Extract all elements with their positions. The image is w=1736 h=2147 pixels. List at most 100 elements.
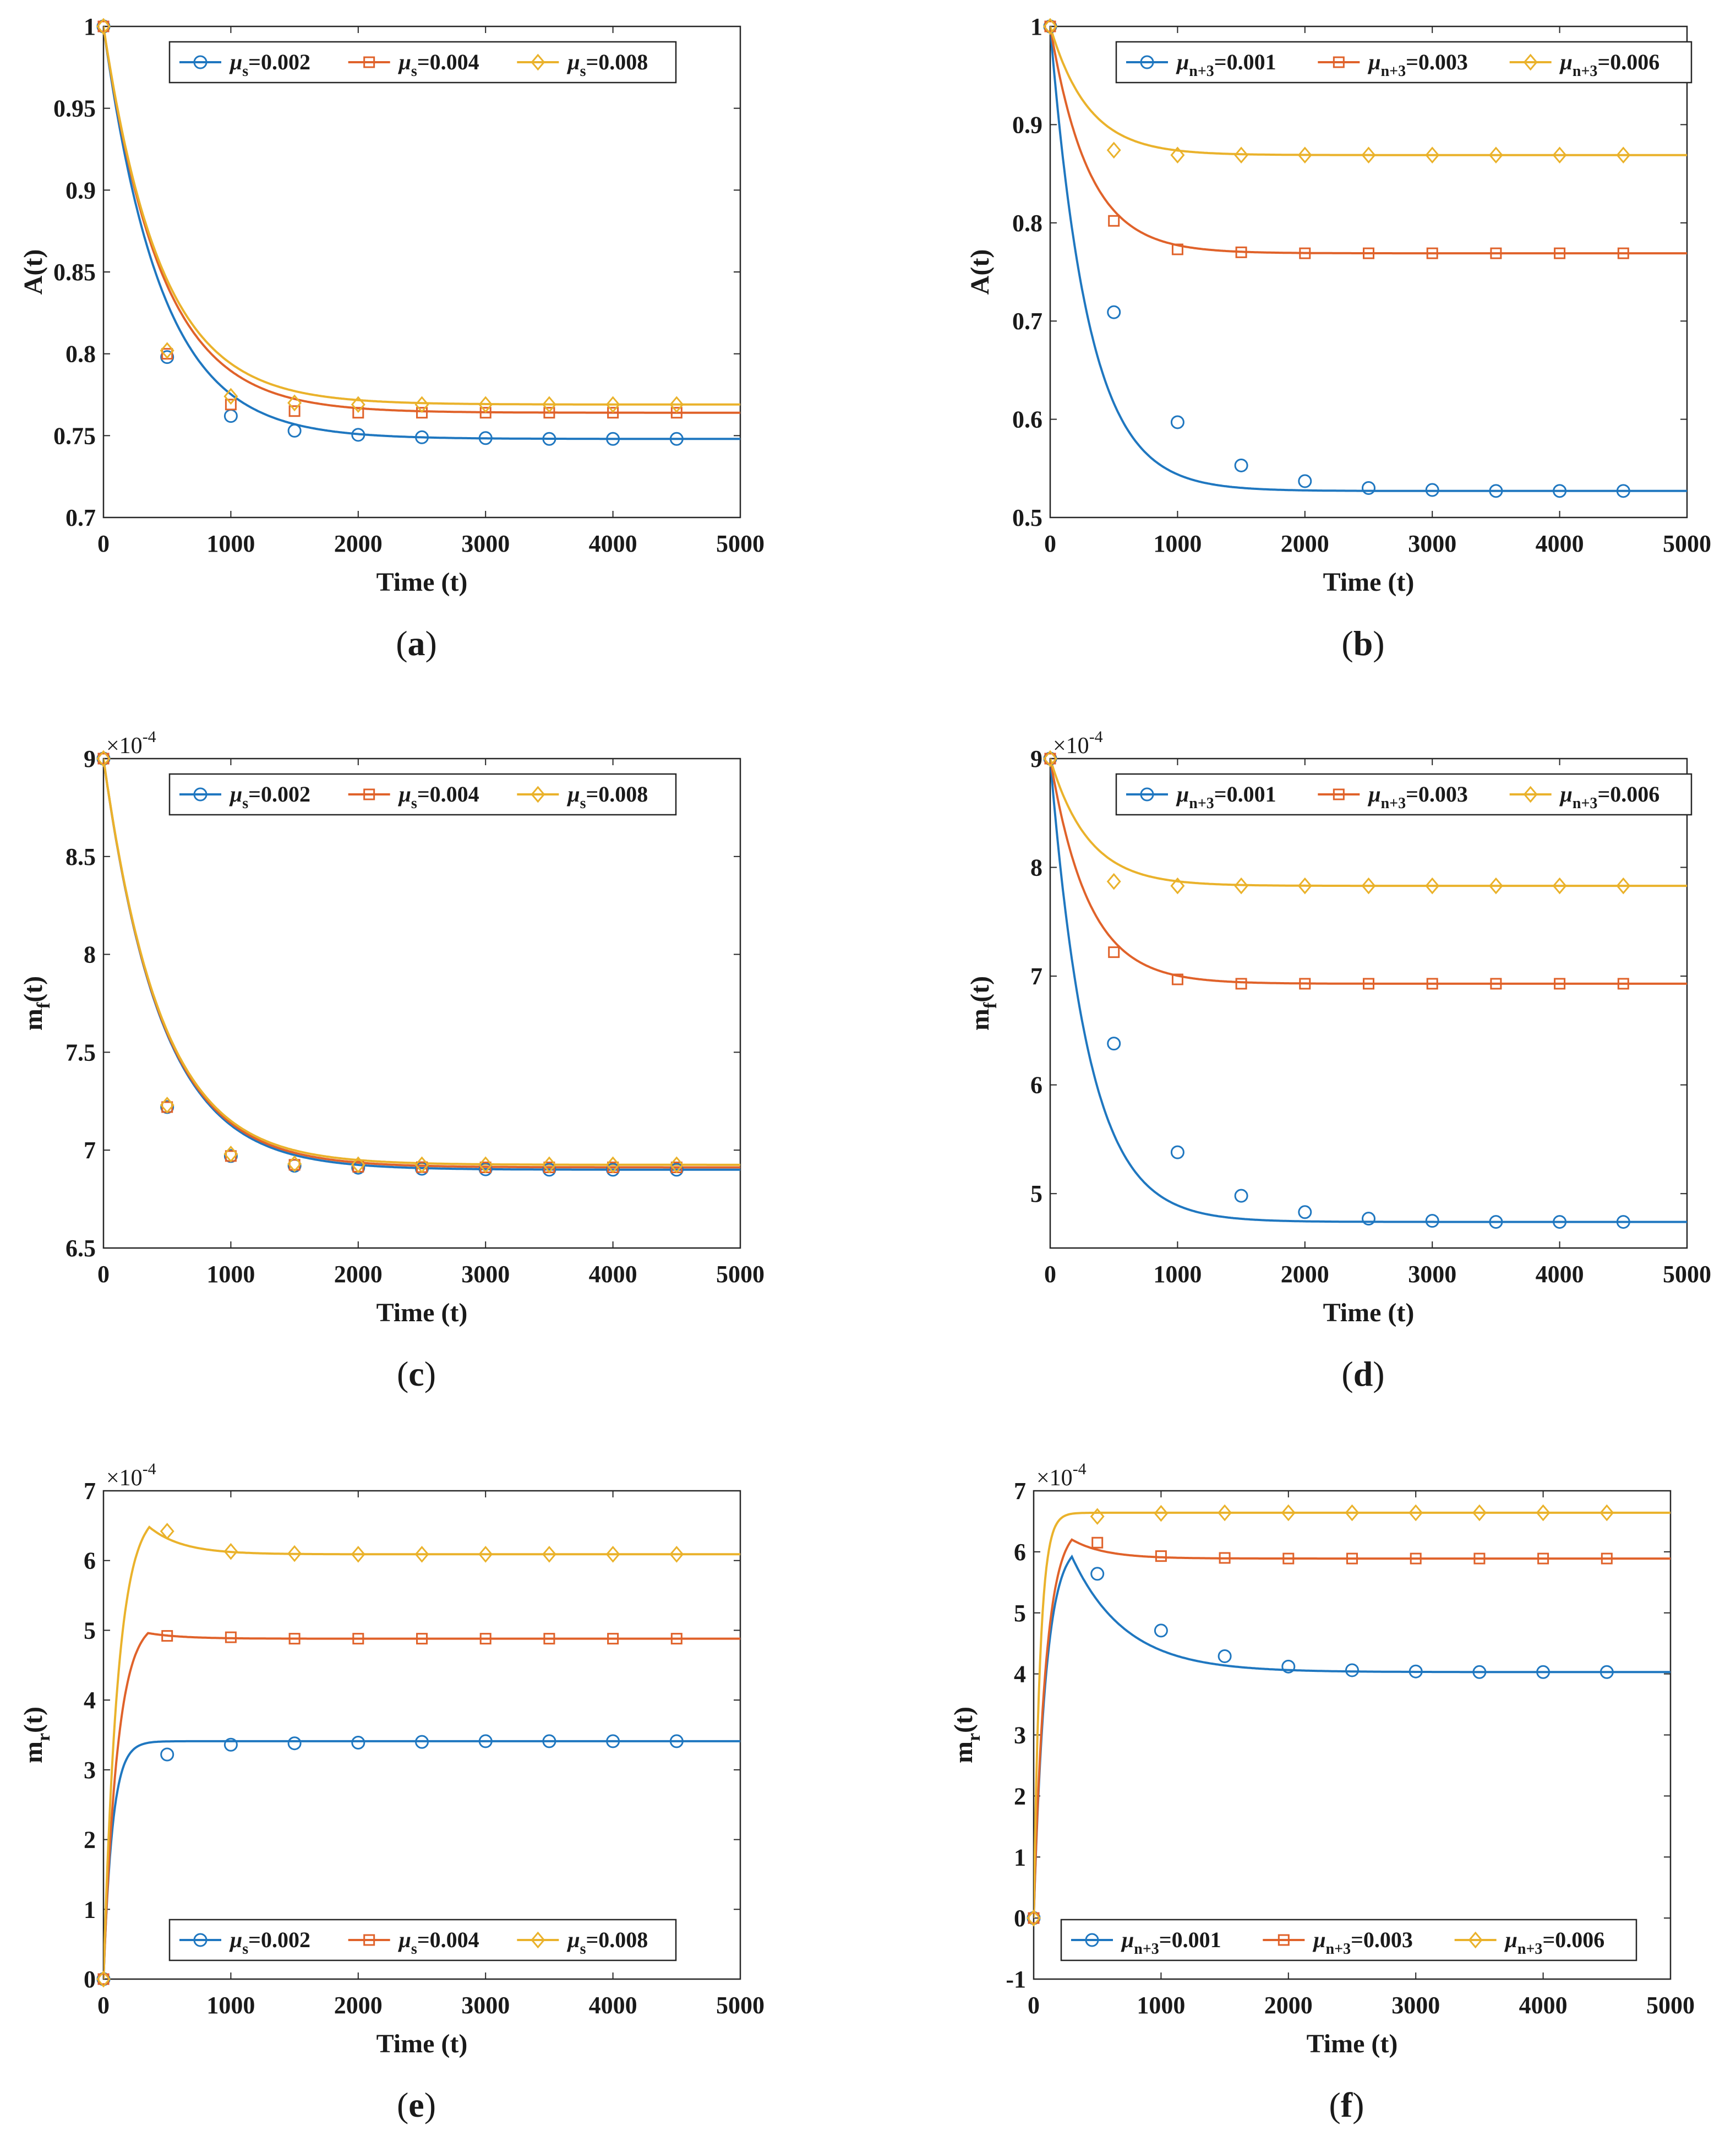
data-point bbox=[223, 1145, 238, 1163]
data-point bbox=[1426, 247, 1438, 259]
y-exponent-label: ×10-4 bbox=[1036, 1460, 1087, 1491]
data-point bbox=[1554, 978, 1566, 990]
legend-entry: μs=0.002 bbox=[229, 50, 310, 80]
data-point bbox=[1617, 247, 1629, 259]
series-line-1 bbox=[1050, 26, 1687, 492]
data-point bbox=[287, 423, 302, 438]
data-point bbox=[669, 1734, 684, 1748]
data-point bbox=[1426, 978, 1438, 990]
data-point bbox=[414, 396, 429, 413]
legend-entry: μs=0.004 bbox=[398, 1927, 479, 1958]
y-tick-label: 9 bbox=[84, 745, 96, 772]
panel-caption: (d) bbox=[1341, 1354, 1384, 1393]
series-line-1 bbox=[1050, 758, 1687, 1223]
data-point bbox=[1552, 877, 1567, 895]
data-point bbox=[606, 1734, 620, 1748]
data-point bbox=[1090, 1567, 1105, 1581]
legend-marker bbox=[1333, 788, 1345, 800]
series-line-3 bbox=[103, 26, 740, 406]
series-line-2 bbox=[103, 1632, 740, 1980]
y-tick-label: 7 bbox=[84, 1137, 96, 1164]
x-tick-label: 5000 bbox=[1646, 1992, 1695, 2019]
data-point bbox=[606, 432, 620, 446]
y-tick-label: 6 bbox=[1030, 1072, 1042, 1099]
data-point bbox=[1297, 146, 1312, 164]
legend-entry: μn+3=0.006 bbox=[1559, 782, 1660, 812]
data-point bbox=[1028, 1912, 1040, 1924]
data-point bbox=[1299, 978, 1311, 990]
data-point bbox=[1108, 215, 1120, 227]
panel-caption: (b) bbox=[1341, 624, 1384, 663]
y-exponent-label: ×10-4 bbox=[106, 728, 156, 759]
data-point bbox=[1409, 1504, 1423, 1522]
legend-entry: μn+3=0.003 bbox=[1312, 1927, 1413, 1958]
series-line-1 bbox=[103, 1740, 740, 1980]
y-tick-label: 7.5 bbox=[65, 1039, 96, 1066]
data-point bbox=[1171, 243, 1183, 255]
y-exponent-label: ×10-4 bbox=[106, 1460, 156, 1491]
legend: μn+3=0.001 μn+3=0.003 μn+3=0.006 bbox=[1060, 1919, 1637, 1961]
y-tick-label: 0 bbox=[84, 1966, 96, 1993]
x-tick-label: 0 bbox=[97, 1261, 110, 1288]
legend-entry: μn+3=0.001 bbox=[1176, 50, 1276, 80]
legend-marker bbox=[1333, 56, 1345, 68]
y-tick-label: 6.5 bbox=[65, 1235, 96, 1262]
x-tick-label: 2000 bbox=[334, 530, 383, 557]
y-axis-label: mf(t) bbox=[19, 976, 54, 1031]
y-exponent-value: -4 bbox=[143, 1460, 156, 1478]
data-point bbox=[1170, 146, 1185, 164]
x-tick-label: 4000 bbox=[589, 1992, 637, 2019]
data-point bbox=[161, 1630, 173, 1642]
data-point bbox=[1554, 247, 1566, 259]
x-tick-label: 1000 bbox=[1153, 530, 1202, 557]
legend-marker bbox=[363, 1934, 375, 1946]
data-point bbox=[1472, 1504, 1487, 1522]
data-point bbox=[543, 407, 555, 419]
x-tick-label: 5000 bbox=[716, 1992, 765, 2019]
data-point bbox=[542, 1734, 556, 1748]
data-point bbox=[669, 1545, 684, 1563]
data-point bbox=[97, 20, 110, 32]
data-point bbox=[1599, 1665, 1614, 1679]
data-point bbox=[1553, 1215, 1567, 1229]
data-point bbox=[223, 1737, 238, 1752]
panel-caption-letter: b bbox=[1353, 624, 1373, 663]
data-point bbox=[670, 1633, 683, 1645]
data-point bbox=[160, 1747, 174, 1762]
data-point bbox=[606, 1163, 620, 1177]
data-point bbox=[97, 753, 110, 765]
series-line-3 bbox=[103, 1525, 740, 1980]
x-tick-label: 3000 bbox=[461, 1992, 510, 2019]
legend-box bbox=[1115, 773, 1693, 816]
data-point bbox=[1218, 1649, 1232, 1663]
y-tick-label: -1 bbox=[1006, 1966, 1026, 1993]
y-tick-label: 0.85 bbox=[53, 259, 96, 286]
data-point bbox=[96, 750, 111, 767]
data-point bbox=[1298, 1205, 1312, 1219]
data-point bbox=[1488, 877, 1503, 895]
x-tick-label: 2000 bbox=[1281, 1261, 1329, 1288]
x-tick-label: 1000 bbox=[1137, 1992, 1185, 2019]
data-point bbox=[1154, 1505, 1169, 1522]
legend-marker bbox=[1523, 53, 1538, 71]
data-point bbox=[1599, 1504, 1614, 1522]
legend-marker bbox=[1468, 1931, 1483, 1949]
y-tick-label: 7 bbox=[84, 1478, 96, 1505]
plot-area bbox=[1049, 25, 1688, 519]
y-tick-label: 0.6 bbox=[1012, 406, 1042, 433]
legend: μs=0.002 μs=0.004 μs=0.008 bbox=[168, 41, 677, 84]
data-point bbox=[478, 1156, 493, 1174]
y-tick-label: 8 bbox=[1030, 854, 1042, 881]
panel-caption: (a) bbox=[396, 624, 437, 663]
y-exponent-value: -4 bbox=[1089, 728, 1103, 746]
data-point bbox=[478, 1734, 493, 1748]
chart-panel-e: 0 1000 2000 3000 4000 5000 0 1 2 3 4 5 6 7 ×10-4 Time (… bbox=[19, 1460, 765, 2124]
legend: μn+3=0.001 μn+3=0.003 μn+3=0.006 bbox=[1115, 41, 1693, 84]
data-point bbox=[669, 396, 684, 413]
x-tick-label: 4000 bbox=[1536, 1261, 1584, 1288]
y-tick-label: 0.95 bbox=[53, 95, 96, 122]
y-tick-label: 0.5 bbox=[1012, 504, 1042, 531]
y-tick-label: 1 bbox=[1030, 13, 1042, 40]
data-point bbox=[351, 1156, 365, 1174]
